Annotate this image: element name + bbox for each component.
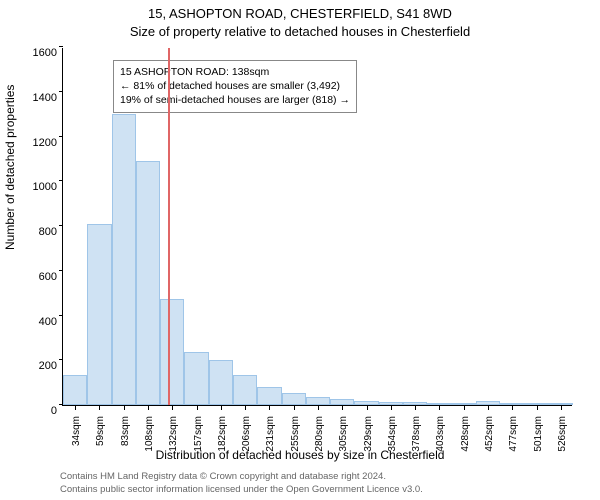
plot-area: 15 ASHOPTON ROAD: 138sqm ← 81% of detach…: [62, 48, 572, 406]
x-tick-mark: [99, 406, 100, 410]
x-tick-mark: [342, 406, 343, 410]
chart-title-sub: Size of property relative to detached ho…: [0, 24, 600, 39]
y-tick-mark: [59, 359, 63, 360]
histogram-bar: [160, 299, 184, 405]
x-tick-mark: [245, 406, 246, 410]
x-tick-label: 280sqm: [314, 412, 325, 452]
x-tick-label: 157sqm: [193, 412, 204, 452]
y-tick-mark: [59, 180, 63, 181]
histogram-bar: [549, 403, 573, 405]
histogram-bar: [184, 352, 208, 405]
histogram-bar: [427, 403, 451, 405]
y-tick-label: 200: [39, 360, 63, 372]
histogram-bar: [452, 403, 476, 405]
x-tick-label: 305sqm: [338, 412, 349, 452]
x-tick-label: 329sqm: [363, 412, 374, 452]
histogram-bar: [500, 403, 524, 405]
x-tick-label: 452sqm: [484, 412, 495, 452]
chart-container: 15, ASHOPTON ROAD, CHESTERFIELD, S41 8WD…: [0, 0, 600, 500]
y-tick-mark: [59, 136, 63, 137]
histogram-bar: [282, 393, 306, 405]
x-tick-label: 231sqm: [265, 412, 276, 452]
chart-title-main: 15, ASHOPTON ROAD, CHESTERFIELD, S41 8WD: [0, 6, 600, 21]
credits: Contains HM Land Registry data © Crown c…: [60, 471, 423, 496]
y-tick-label: 1000: [33, 181, 63, 193]
y-tick-label: 0: [51, 405, 63, 417]
histogram-bar: [136, 161, 160, 405]
histogram-bar: [403, 402, 427, 405]
x-tick-mark: [148, 406, 149, 410]
x-tick-mark: [221, 406, 222, 410]
x-tick-label: 477sqm: [508, 412, 519, 452]
x-tick-label: 403sqm: [435, 412, 446, 452]
credits-line-2: Contains public sector information licen…: [60, 484, 423, 496]
y-tick-label: 1600: [33, 47, 63, 59]
histogram-bar: [354, 401, 378, 405]
histogram-bar: [379, 402, 403, 405]
histogram-bar: [524, 403, 548, 405]
y-axis-label: Number of detached properties: [3, 85, 17, 250]
x-tick-label: 59sqm: [95, 412, 106, 446]
x-tick-mark: [294, 406, 295, 410]
y-tick-mark: [59, 225, 63, 226]
annotation-line-2: ← 81% of detached houses are smaller (3,…: [120, 79, 350, 93]
x-tick-mark: [512, 406, 513, 410]
y-tick-mark: [59, 315, 63, 316]
y-tick-label: 1200: [33, 137, 63, 149]
x-tick-label: 526sqm: [557, 412, 568, 452]
histogram-bar: [87, 224, 111, 405]
histogram-bar: [330, 399, 354, 405]
x-tick-mark: [197, 406, 198, 410]
credits-line-1: Contains HM Land Registry data © Crown c…: [60, 471, 423, 483]
x-tick-label: 501sqm: [533, 412, 544, 452]
x-tick-label: 206sqm: [241, 412, 252, 452]
x-axis-label: Distribution of detached houses by size …: [0, 448, 600, 462]
x-tick-mark: [124, 406, 125, 410]
annotation-line-3: 19% of semi-detached houses are larger (…: [120, 93, 350, 107]
annotation-box: 15 ASHOPTON ROAD: 138sqm ← 81% of detach…: [113, 60, 357, 113]
x-tick-mark: [75, 406, 76, 410]
y-tick-mark: [59, 270, 63, 271]
y-tick-label: 600: [39, 271, 63, 283]
histogram-bar: [63, 375, 87, 405]
histogram-bar: [209, 360, 233, 405]
y-tick-mark: [59, 91, 63, 92]
x-tick-mark: [318, 406, 319, 410]
histogram-bar: [306, 397, 330, 405]
y-tick-label: 1400: [33, 92, 63, 104]
x-tick-mark: [488, 406, 489, 410]
x-tick-mark: [367, 406, 368, 410]
histogram-bar: [112, 114, 136, 405]
x-tick-label: 108sqm: [144, 412, 155, 452]
x-tick-mark: [269, 406, 270, 410]
x-tick-label: 354sqm: [387, 412, 398, 452]
x-tick-label: 378sqm: [411, 412, 422, 452]
x-tick-label: 34sqm: [71, 412, 82, 446]
x-tick-mark: [561, 406, 562, 410]
x-tick-mark: [464, 406, 465, 410]
annotation-line-1: 15 ASHOPTON ROAD: 138sqm: [120, 65, 350, 79]
x-tick-label: 182sqm: [217, 412, 228, 452]
x-tick-label: 132sqm: [168, 412, 179, 452]
histogram-bar: [257, 387, 281, 405]
x-tick-mark: [391, 406, 392, 410]
x-tick-mark: [439, 406, 440, 410]
reference-line: [168, 48, 170, 405]
x-tick-mark: [172, 406, 173, 410]
x-tick-label: 428sqm: [460, 412, 471, 452]
y-tick-label: 800: [39, 226, 63, 238]
histogram-bar: [476, 401, 500, 405]
x-tick-label: 255sqm: [290, 412, 301, 452]
y-tick-label: 400: [39, 316, 63, 328]
y-tick-mark: [59, 46, 63, 47]
x-tick-label: 83sqm: [120, 412, 131, 446]
x-tick-mark: [537, 406, 538, 410]
histogram-bar: [233, 375, 257, 405]
x-tick-mark: [415, 406, 416, 410]
